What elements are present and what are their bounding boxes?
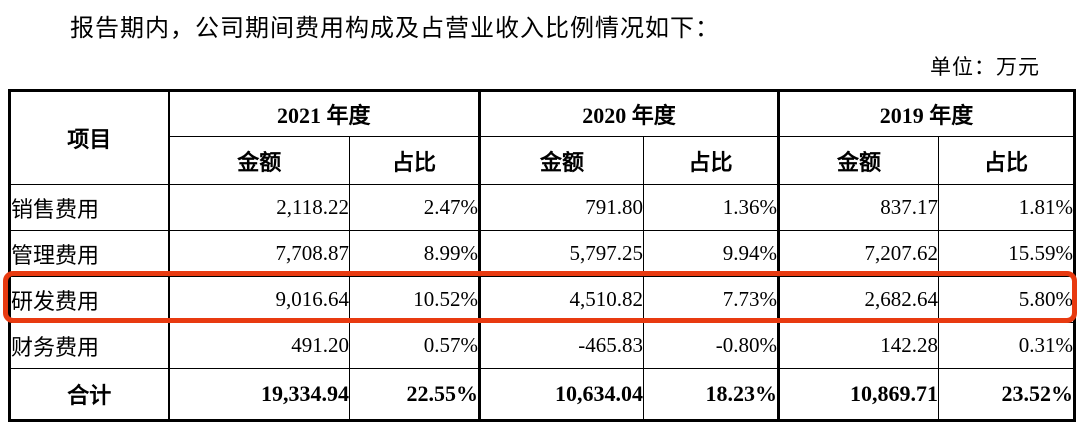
row-total: 合计 19,334.94 22.55% 10,634.04 18.23% 10,…	[9, 368, 1076, 421]
total-2020-ratio: 18.23%	[643, 368, 780, 421]
selling-2020-amount: 791.80	[478, 184, 645, 231]
header-year-2019: 2019 年度	[777, 90, 1076, 137]
total-2020-amount: 10,634.04	[478, 368, 645, 421]
row-label-rd: 研发费用	[9, 276, 169, 323]
rd-2021-ratio: 10.52%	[348, 276, 481, 323]
rd-2019-ratio: 5.80%	[938, 276, 1076, 323]
rd-2021-amount: 9,016.64	[167, 276, 350, 323]
header-amount-2021: 金额	[167, 136, 350, 185]
intro-paragraph: 报告期内，公司期间费用构成及占营业收入比例情况如下：	[70, 16, 720, 42]
finance-2021-amount: 491.20	[167, 322, 350, 369]
admin-2019-amount: 7,207.62	[777, 230, 940, 277]
selling-2019-ratio: 1.81%	[938, 184, 1076, 231]
row-label-selling: 销售费用	[9, 184, 169, 231]
row-label-finance: 财务费用	[9, 322, 169, 369]
row-selling-expense: 销售费用 2,118.22 2.47% 791.80 1.36% 837.17 …	[9, 184, 1076, 231]
header-year-row: 项目 2021 年度 2020 年度 2019 年度	[9, 90, 1076, 185]
rd-2020-ratio: 7.73%	[643, 276, 780, 323]
total-2021-amount: 19,334.94	[167, 368, 350, 421]
total-2019-amount: 10,869.71	[777, 368, 940, 421]
header-ratio-2020: 占比	[643, 136, 780, 185]
admin-2021-amount: 7,708.87	[167, 230, 350, 277]
rd-2019-amount: 2,682.64	[777, 276, 940, 323]
finance-2020-amount: -465.83	[478, 322, 645, 369]
finance-2019-amount: 142.28	[777, 322, 940, 369]
total-2021-ratio: 22.55%	[348, 368, 481, 421]
rd-2020-amount: 4,510.82	[478, 276, 645, 323]
header-amount-2019: 金额	[777, 136, 940, 185]
header-sub-row: 金额 占比 金额 占比 金额 占比	[10, 136, 1076, 185]
header-ratio-2021: 占比	[348, 136, 481, 185]
row-admin-expense: 管理费用 7,708.87 8.99% 5,797.25 9.94% 7,207…	[9, 230, 1076, 277]
admin-2019-ratio: 15.59%	[938, 230, 1076, 277]
header-ratio-2019: 占比	[938, 136, 1076, 185]
unit-label: 单位：万元	[930, 55, 1040, 79]
expense-table: 项目 2021 年度 2020 年度 2019 年度 金额 占比 金额 占比 金…	[8, 89, 1077, 422]
total-2019-ratio: 23.52%	[938, 368, 1076, 421]
row-label-total: 合计	[9, 368, 169, 421]
admin-2020-ratio: 9.94%	[643, 230, 780, 277]
header-year-2020: 2020 年度	[478, 90, 780, 137]
selling-2021-ratio: 2.47%	[348, 184, 481, 231]
row-rd-expense: 研发费用 9,016.64 10.52% 4,510.82 7.73% 2,68…	[9, 276, 1076, 323]
expense-table-container: 项目 2021 年度 2020 年度 2019 年度 金额 占比 金额 占比 金…	[3, 89, 1077, 422]
row-label-admin: 管理费用	[9, 230, 169, 277]
finance-2020-ratio: -0.80%	[643, 322, 780, 369]
row-finance-expense: 财务费用 491.20 0.57% -465.83 -0.80% 142.28 …	[9, 322, 1076, 369]
admin-2021-ratio: 8.99%	[348, 230, 481, 277]
header-item: 项目	[9, 90, 169, 185]
selling-2021-amount: 2,118.22	[167, 184, 350, 231]
selling-2020-ratio: 1.36%	[643, 184, 780, 231]
finance-2021-ratio: 0.57%	[348, 322, 481, 369]
finance-2019-ratio: 0.31%	[938, 322, 1076, 369]
admin-2020-amount: 5,797.25	[478, 230, 645, 277]
selling-2019-amount: 837.17	[777, 184, 940, 231]
header-amount-2020: 金额	[478, 136, 645, 185]
header-year-2021: 2021 年度	[167, 90, 481, 137]
